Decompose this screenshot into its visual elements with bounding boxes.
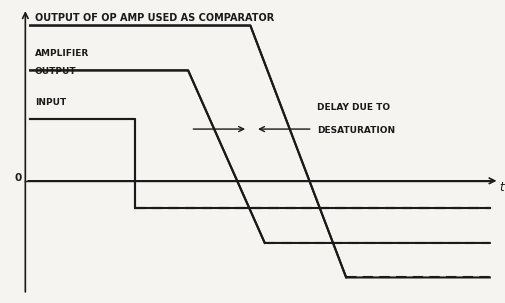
Text: t: t (498, 181, 503, 194)
Text: OUTPUT OF OP AMP USED AS COMPARATOR: OUTPUT OF OP AMP USED AS COMPARATOR (35, 13, 274, 23)
Text: INPUT: INPUT (35, 98, 66, 107)
Text: 0: 0 (15, 173, 22, 183)
Text: DELAY DUE TO: DELAY DUE TO (317, 103, 390, 112)
Text: DESATURATION: DESATURATION (317, 126, 395, 135)
Text: OUTPUT: OUTPUT (35, 67, 76, 76)
Text: AMPLIFIER: AMPLIFIER (35, 49, 89, 58)
